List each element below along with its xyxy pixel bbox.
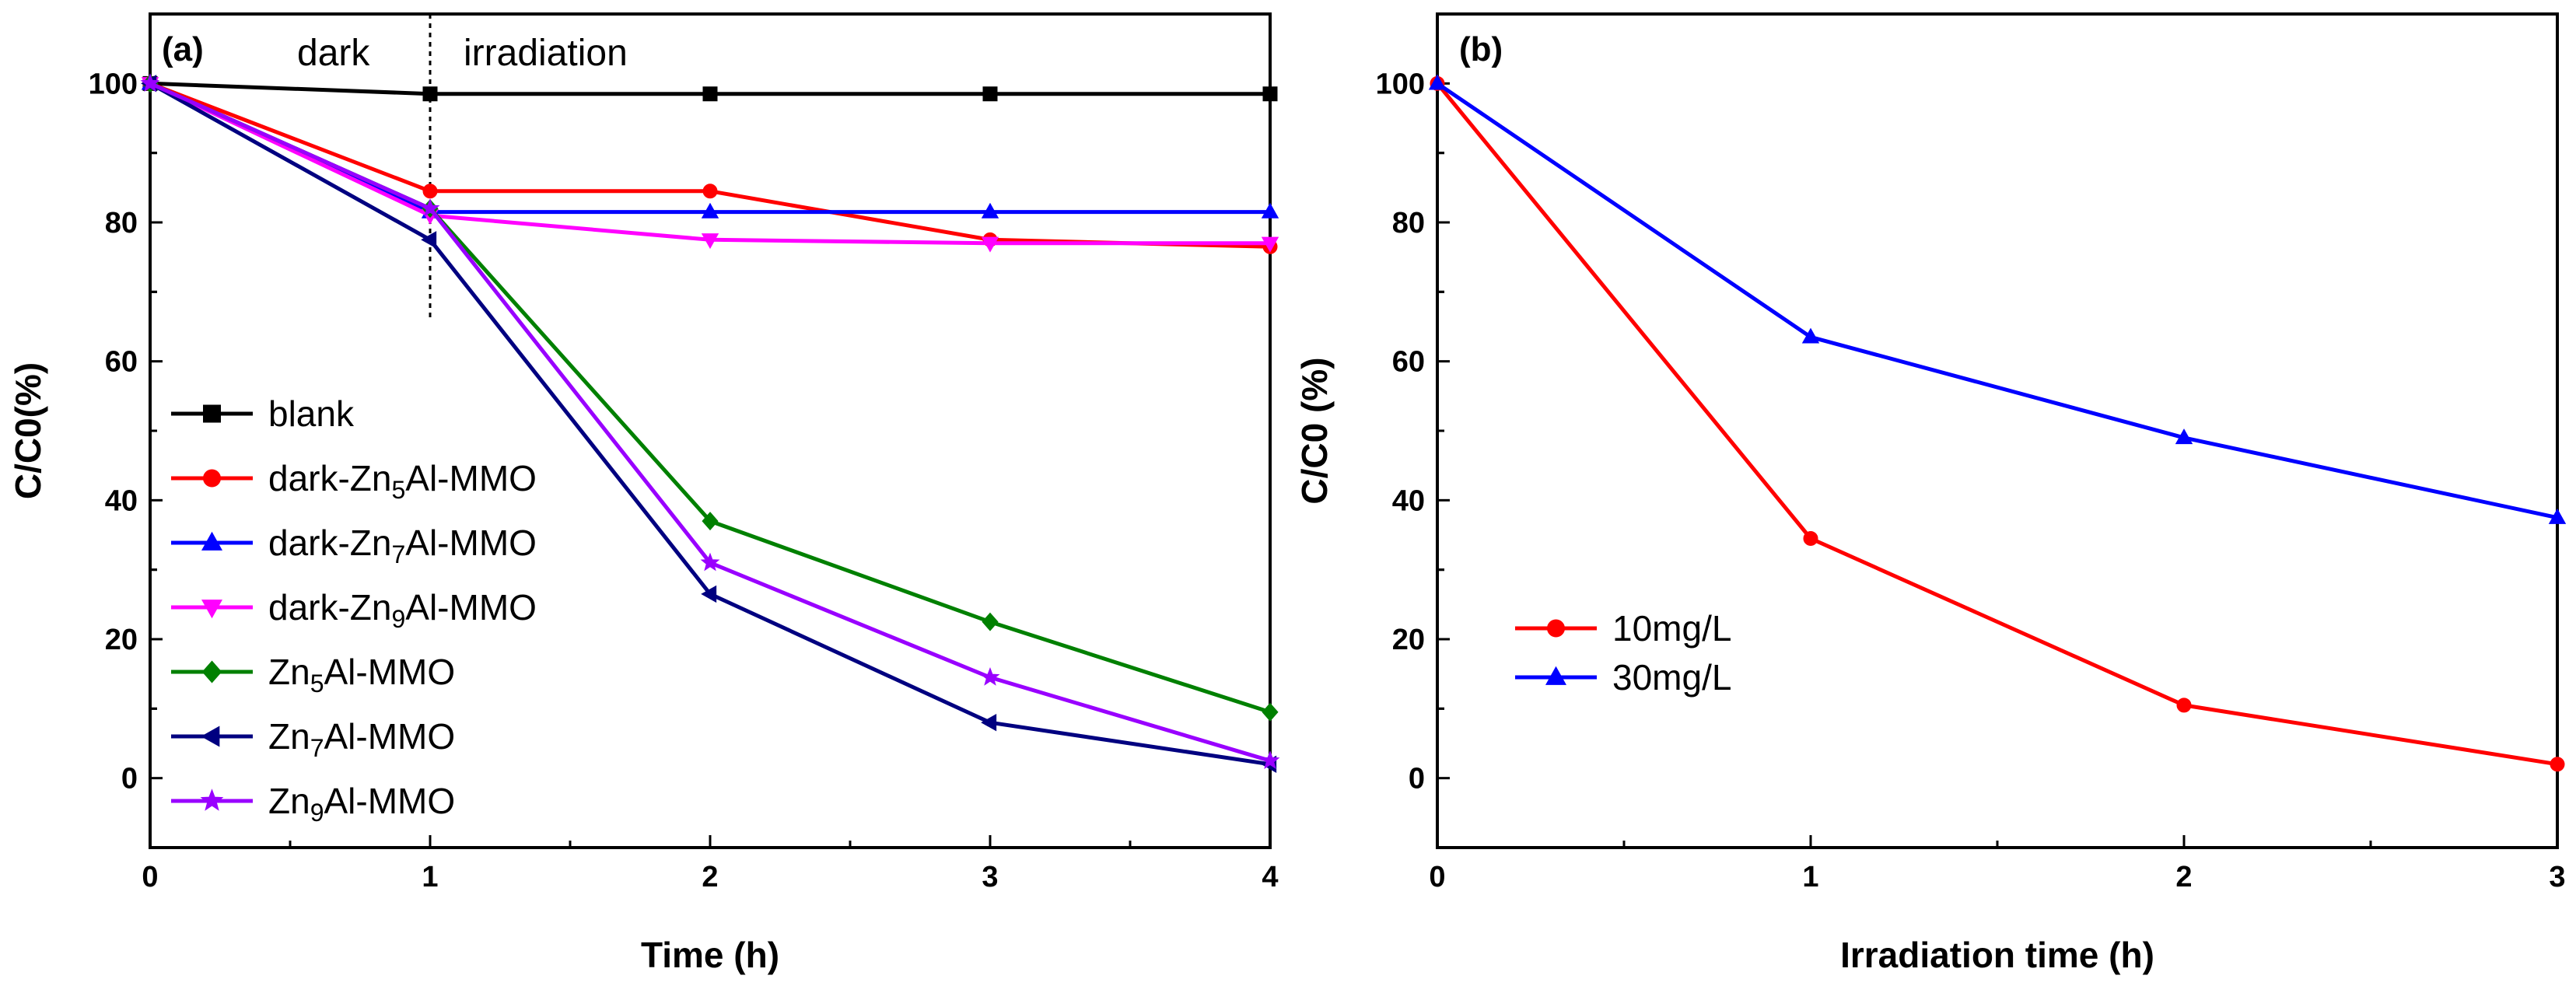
data-point-30mg-l — [2175, 428, 2193, 445]
panel-a-label: (a) — [162, 30, 204, 68]
y-tick-label: 40 — [1392, 484, 1425, 517]
legend-label-zn9al-mmo: Zn9Al-MMO — [268, 781, 455, 827]
panel-a: (a) dark irradiation Time (h) C/C0(%) 0 1… — [8, 12, 1280, 975]
legend-marker-blank — [203, 404, 221, 423]
y-tick-label: 60 — [105, 346, 138, 379]
data-point-dark-zn9al-mmo — [1261, 236, 1279, 253]
data-point-30mg-l — [2548, 508, 2567, 524]
data-point-zn7al-mmo — [421, 231, 437, 249]
y-tick-label: 80 — [1392, 207, 1425, 240]
y-tick-label: 100 — [89, 68, 138, 100]
panel-b-frame — [1436, 12, 2559, 849]
data-point-zn7al-mmo — [701, 585, 717, 603]
legend-label-dark-zn7al-mmo: dark-Zn7Al-MMO — [268, 523, 537, 568]
x-tick-label: 1 — [1802, 861, 1818, 893]
data-point-zn5al-mmo — [982, 612, 999, 631]
data-point-30mg-l — [1428, 74, 1447, 90]
y-tick-label: 60 — [1392, 346, 1425, 379]
legend-marker-dark-zn7al-mmo — [201, 531, 223, 551]
data-point-dark-zn5al-mmo — [422, 184, 438, 199]
data-point-blank — [422, 86, 438, 102]
data-point-dark-zn7al-mmo — [1261, 202, 1279, 219]
series-line-30mg-l — [1436, 82, 2558, 520]
data-point-zn9al-mmo — [140, 73, 160, 92]
x-tick-label: 1 — [422, 861, 438, 893]
data-point-zn9al-mmo — [1260, 750, 1280, 769]
x-tick-label: 0 — [1429, 861, 1445, 893]
y-tick-label: 0 — [1409, 763, 1425, 795]
x-tick-label: 4 — [1262, 861, 1278, 893]
data-point-10mg-l — [2176, 698, 2192, 713]
legend-label-zn5al-mmo: Zn5Al-MMO — [268, 652, 455, 698]
panel-a-data — [140, 73, 1280, 774]
data-point-dark-zn7al-mmo — [981, 202, 999, 219]
legend-label-dark-zn5al-mmo: dark-Zn5Al-MMO — [268, 458, 537, 504]
x-tick-label: 2 — [2175, 861, 2192, 893]
panel-b-ylabel: C/C0 (%) — [1294, 357, 1335, 504]
series-line-dark-zn5al-mmo — [149, 81, 1271, 249]
data-point-dark-zn5al-mmo — [702, 184, 718, 199]
data-point-30mg-l — [1801, 327, 1820, 344]
data-point-10mg-l — [1803, 530, 1818, 546]
data-point-10mg-l — [2550, 757, 2565, 772]
legend-label-dark-zn9al-mmo: dark-Zn9Al-MMO — [268, 587, 537, 633]
legend-label-30mg-l: 30mg/L — [1612, 657, 1731, 698]
legend-marker-zn5al-mmo — [201, 660, 222, 684]
data-point-blank — [1262, 86, 1278, 102]
data-point-zn9al-mmo — [700, 552, 720, 572]
data-point-zn9al-mmo — [420, 198, 440, 217]
y-tick-label: 100 — [1376, 68, 1425, 100]
x-tick-label: 0 — [142, 861, 158, 893]
legend-marker-30mg-l — [1545, 666, 1567, 685]
y-tick-label: 0 — [121, 763, 138, 795]
data-point-zn7al-mmo — [981, 713, 997, 732]
y-tick-label: 20 — [105, 624, 138, 656]
panel-a-legend: blank dark-Zn5Al-MMO dark-Zn7Al-MMO dark-Zn… — [171, 393, 537, 827]
data-point-blank — [702, 86, 718, 102]
panel-b-legend: 10mg/L 30mg/L — [1515, 608, 1731, 698]
legend-marker-dark-zn5al-mmo — [202, 469, 222, 488]
legend-marker-zn9al-mmo — [200, 788, 224, 811]
data-point-zn9al-mmo — [980, 666, 1000, 686]
panel-b-xlabel: Irradiation time (h) — [1840, 935, 2154, 975]
data-point-dark-zn9al-mmo — [701, 233, 719, 250]
legend-label-zn7al-mmo: Zn7Al-MMO — [268, 716, 455, 762]
series-line-10mg-l — [1436, 82, 2558, 767]
data-point-zn5al-mmo — [1262, 702, 1279, 722]
legend-label-blank: blank — [268, 393, 355, 434]
panel-b-ticks: 0 1 2 3 0 20 40 60 80 100 — [1376, 68, 2566, 893]
legend-marker-dark-zn9al-mmo — [201, 600, 223, 619]
series-line-dark-zn9al-mmo — [149, 82, 1270, 246]
panel-a-ylabel: C/C0(%) — [8, 362, 48, 499]
panel-b: (b) Irradiation time (h) C/C0 (%) 0 1 2 3 0 2… — [1294, 12, 2567, 975]
y-tick-label: 80 — [105, 207, 138, 240]
legend-marker-10mg-l — [1546, 619, 1566, 638]
y-tick-label: 40 — [105, 484, 138, 517]
panel-a-xlabel: Time (h) — [641, 935, 779, 975]
annotation-irradiation: irradiation — [464, 33, 628, 74]
data-point-dark-zn7al-mmo — [701, 202, 719, 219]
panel-b-label: (b) — [1459, 30, 1503, 68]
data-point-zn5al-mmo — [702, 512, 719, 531]
legend-label-10mg-l: 10mg/L — [1612, 608, 1731, 649]
x-tick-label: 3 — [2549, 861, 2565, 893]
data-point-blank — [982, 86, 998, 102]
annotation-dark: dark — [297, 33, 370, 74]
data-point-dark-zn9al-mmo — [981, 236, 999, 253]
x-tick-label: 3 — [982, 861, 998, 893]
y-tick-label: 20 — [1392, 624, 1425, 656]
legend-marker-zn7al-mmo — [201, 726, 220, 747]
x-tick-label: 2 — [702, 861, 718, 893]
panel-b-data — [1428, 74, 2567, 772]
